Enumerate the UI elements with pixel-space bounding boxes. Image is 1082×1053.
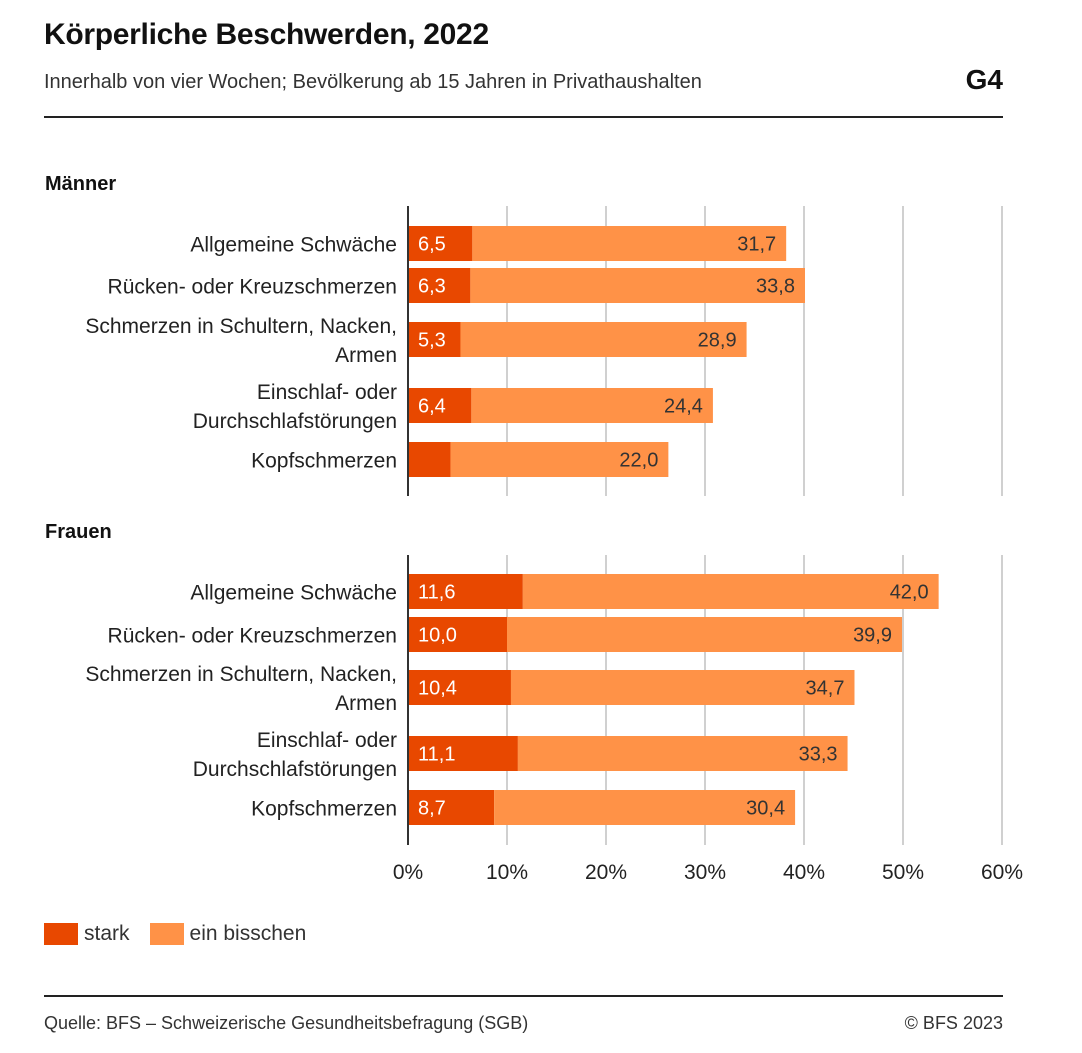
x-tick-label: 50% <box>882 861 924 884</box>
bar-stark <box>408 790 495 825</box>
bar-stark <box>408 226 473 261</box>
category-label: Durchschlafstörungen <box>193 410 397 433</box>
footer-divider <box>44 995 1003 997</box>
bar-stark <box>408 736 518 771</box>
data-label-ein-bisschen: 34,7 <box>806 678 845 700</box>
category-label: Schmerzen in Schultern, Nacken, <box>85 663 397 686</box>
x-tick-label: 0% <box>393 861 423 884</box>
data-label-stark: 6,5 <box>418 234 446 256</box>
panel-title-mnner: Männer <box>45 173 116 195</box>
data-label-stark: 8,7 <box>418 798 446 820</box>
x-tick-label: 30% <box>684 861 726 884</box>
panel-title-frauen: Frauen <box>45 521 112 543</box>
category-label: Armen <box>335 692 397 715</box>
legend-item-stark: stark <box>44 922 130 946</box>
data-label-stark: 6,3 <box>418 276 446 298</box>
data-label-ein-bisschen: 42,0 <box>890 582 929 604</box>
bar-stark <box>408 670 511 705</box>
category-label: Schmerzen in Schultern, Nacken, <box>85 315 397 338</box>
data-label-ein-bisschen: 31,7 <box>737 234 776 256</box>
bar-stark <box>408 268 471 303</box>
category-label: Rücken- oder Kreuzschmerzen <box>108 625 397 648</box>
data-label-stark: 11,1 <box>418 744 455 766</box>
data-label-ein-bisschen: 33,8 <box>756 276 795 298</box>
category-label: Rücken- oder Kreuzschmerzen <box>108 276 397 299</box>
data-label-ein-bisschen: 28,9 <box>698 330 737 352</box>
legend-swatch-stark <box>44 923 78 945</box>
category-label: Einschlaf- oder <box>257 381 397 404</box>
bar-ein-bisschen <box>517 736 848 771</box>
data-label-stark: 11,6 <box>418 582 455 604</box>
legend-label-stark: stark <box>84 922 130 945</box>
bar-stark <box>408 322 461 357</box>
chart-area: Männer Allgemeine Schwäche 6,5 31,7 Rücken- … <box>45 173 1023 884</box>
header-divider <box>44 116 1003 118</box>
data-label-ein-bisschen: 24,4 <box>664 396 703 418</box>
legend-swatch-ein-bisschen <box>149 923 184 945</box>
data-label-stark: 5,3 <box>418 330 446 352</box>
graphic-number: G4 <box>965 64 1003 95</box>
data-label-ein-bisschen: 22,0 <box>619 450 658 472</box>
data-label-stark: 10,4 <box>418 678 457 700</box>
bar-ein-bisschen <box>472 226 787 261</box>
bar-ein-bisschen <box>494 790 796 825</box>
bar-ein-bisschen <box>507 617 903 652</box>
legend: stark ein bisschen <box>44 922 326 946</box>
bar-ein-bisschen <box>471 388 713 423</box>
category-label: Einschlaf- oder <box>257 729 397 752</box>
category-label: Kopfschmerzen <box>251 798 397 821</box>
bar-ein-bisschen <box>510 670 855 705</box>
copyright: © BFS 2023 <box>904 1013 1003 1033</box>
bar-ein-bisschen <box>450 442 669 477</box>
x-tick-label: 40% <box>783 861 825 884</box>
bar-ein-bisschen <box>470 268 805 303</box>
x-tick-label: 10% <box>486 861 528 884</box>
data-label-ein-bisschen: 33,3 <box>799 744 838 766</box>
bar-ein-bisschen <box>522 574 939 609</box>
legend-item-ein-bisschen: ein bisschen <box>149 922 307 946</box>
bar-stark <box>408 388 472 423</box>
data-label-ein-bisschen: 39,9 <box>853 625 892 647</box>
source-note: Quelle: BFS – Schweizerische Gesundheits… <box>44 1013 529 1033</box>
x-tick-label: 20% <box>585 861 627 884</box>
category-label: Allgemeine Schwäche <box>190 582 397 605</box>
category-label: Allgemeine Schwäche <box>190 234 397 257</box>
data-label-stark: 6,4 <box>418 396 446 418</box>
category-label: Kopfschmerzen <box>251 450 397 473</box>
category-label: Armen <box>335 344 397 367</box>
x-tick-label: 60% <box>981 861 1023 884</box>
data-label-ein-bisschen: 30,4 <box>746 798 785 820</box>
bar-stark <box>408 617 507 652</box>
bar-stark <box>408 574 523 609</box>
category-label: Durchschlafstörungen <box>193 758 397 781</box>
legend-label-ein-bisschen: ein bisschen <box>189 922 307 945</box>
chart-subtitle: Innerhalb von vier Wochen; Bevölkerung a… <box>44 71 702 93</box>
bar-stark <box>408 442 451 477</box>
data-label-stark: 10,0 <box>418 625 457 647</box>
bar-ein-bisschen <box>460 322 747 357</box>
chart-title: Körperliche Beschwerden, 2022 <box>44 18 489 51</box>
